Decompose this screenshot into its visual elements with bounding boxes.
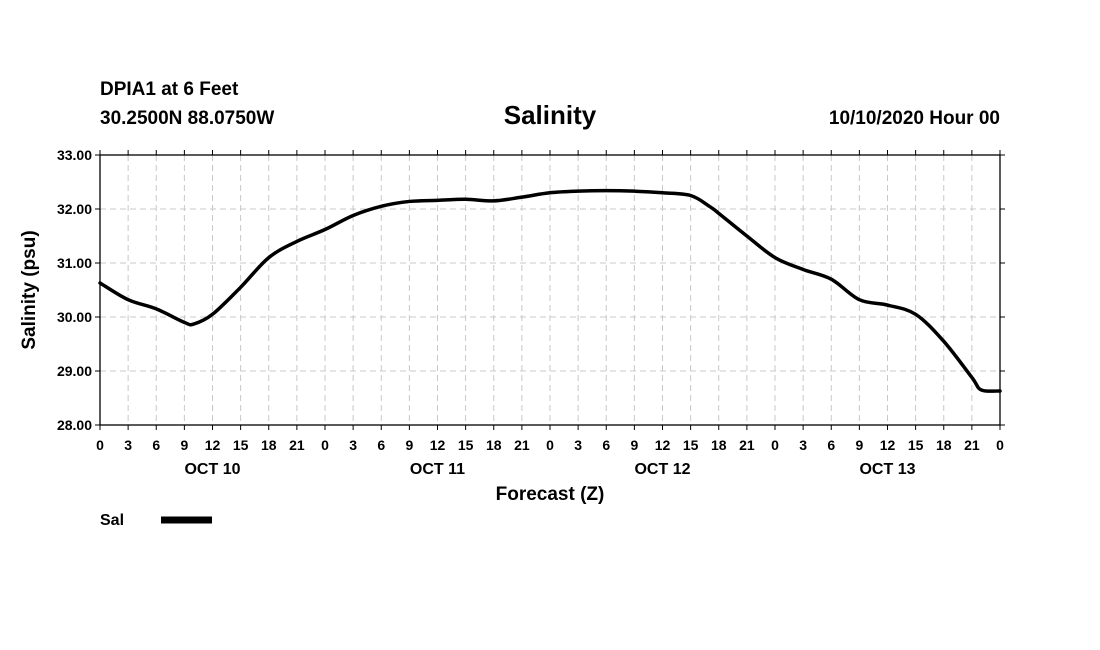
day-label: OCT 12: [634, 461, 690, 478]
x-tick-label: 18: [711, 437, 727, 453]
x-tick-label: 18: [936, 437, 952, 453]
y-tick-labels: 28.00 29.00 30.00 31.00 32.00 33.00: [57, 147, 92, 433]
x-tick-label: 18: [486, 437, 502, 453]
x-tick-label: 21: [964, 437, 980, 453]
x-tick-label: 21: [289, 437, 305, 453]
x-tick-label: 9: [180, 437, 188, 453]
x-tick-label: 9: [855, 437, 863, 453]
series-line-sal: [98, 188, 1002, 393]
x-tick-label: 3: [574, 437, 582, 453]
y-tick-label: 28.00: [57, 417, 92, 433]
x-tick-label: 6: [827, 437, 835, 453]
y-axis-label: Salinity (psu): [19, 230, 40, 349]
x-tick-label: 9: [630, 437, 638, 453]
series-layer: [98, 188, 1002, 393]
x-tick-label: 15: [233, 437, 249, 453]
grid-lines: [100, 155, 1000, 425]
x-tick-label: 0: [996, 437, 1004, 453]
x-tick-label: 12: [655, 437, 671, 453]
legend-label: Sal: [100, 512, 124, 529]
x-tick-label: 3: [124, 437, 132, 453]
x-tick-label: 0: [96, 437, 104, 453]
x-tick-label: 0: [546, 437, 554, 453]
x-tick-label: 21: [514, 437, 530, 453]
x-tick-label: 18: [261, 437, 277, 453]
coordinates-label: 30.2500N 88.0750W: [100, 108, 274, 129]
x-tick-label: 12: [880, 437, 896, 453]
x-tick-label: 12: [205, 437, 221, 453]
x-tick-label: 15: [908, 437, 924, 453]
run-time-label: 10/10/2020 Hour 00: [829, 108, 1000, 129]
x-tick-label: 15: [458, 437, 474, 453]
x-tick-label: 3: [349, 437, 357, 453]
day-label: OCT 13: [859, 461, 915, 478]
x-tick-label: 9: [405, 437, 413, 453]
x-tick-label: 15: [683, 437, 699, 453]
x-tick-label: 3: [799, 437, 807, 453]
x-tick-label: 0: [771, 437, 779, 453]
day-labels: OCT 10 OCT 11 OCT 12 OCT 13: [184, 461, 915, 478]
x-tick-label: 6: [152, 437, 160, 453]
x-tick-label: 12: [430, 437, 446, 453]
x-tick-label: 6: [377, 437, 385, 453]
plot-frame: [99, 154, 1001, 426]
axis-ticks: [95, 150, 1005, 430]
x-axis-label: Forecast (Z): [496, 484, 605, 505]
x-tick-label: 0: [321, 437, 329, 453]
x-tick-label: 21: [739, 437, 755, 453]
x-tick-labels: 0 3 6 9 12 15 18 21 0 3 6 9 12 15 18 21 0 3 6 9 12 15 18 21 0 3 6 9…: [96, 437, 1004, 453]
x-tick-label: 6: [602, 437, 610, 453]
station-label: DPIA1 at 6 Feet: [100, 79, 239, 100]
y-tick-label: 29.00: [57, 363, 92, 379]
y-tick-label: 31.00: [57, 255, 92, 271]
day-label: OCT 11: [410, 461, 465, 478]
chart-title: Salinity: [504, 100, 597, 130]
y-tick-label: 33.00: [57, 147, 92, 163]
y-tick-label: 30.00: [57, 309, 92, 325]
day-label: OCT 10: [184, 461, 240, 478]
y-tick-label: 32.00: [57, 201, 92, 217]
